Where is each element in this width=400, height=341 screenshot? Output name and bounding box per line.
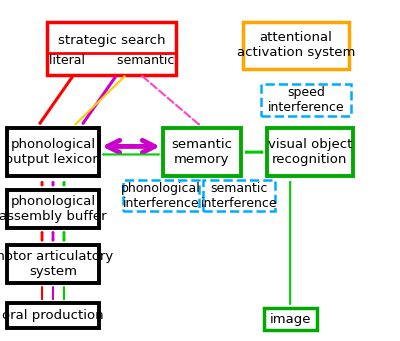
Text: phonological
output lexicon: phonological output lexicon	[5, 138, 101, 166]
FancyArrowPatch shape	[76, 76, 124, 124]
FancyArrowPatch shape	[83, 77, 115, 123]
Text: visual object
recognition: visual object recognition	[268, 138, 352, 166]
FancyBboxPatch shape	[261, 85, 351, 116]
Text: phonological
assembly buffer: phonological assembly buffer	[0, 195, 107, 223]
Text: semantic
memory: semantic memory	[172, 138, 232, 166]
Text: strategic search: strategic search	[58, 34, 166, 47]
Text: semantic
interference: semantic interference	[201, 181, 278, 210]
FancyArrowPatch shape	[142, 76, 199, 124]
FancyBboxPatch shape	[264, 308, 317, 330]
FancyBboxPatch shape	[122, 180, 199, 211]
FancyBboxPatch shape	[7, 128, 99, 176]
FancyBboxPatch shape	[7, 245, 99, 283]
Text: attentional
activation system: attentional activation system	[237, 31, 355, 59]
FancyBboxPatch shape	[243, 22, 349, 69]
Text: image: image	[270, 313, 311, 326]
FancyBboxPatch shape	[7, 303, 99, 328]
Text: oral production: oral production	[2, 309, 104, 322]
Text: motor articulatory
system: motor articulatory system	[0, 250, 114, 278]
Text: phonological
interference: phonological interference	[121, 181, 201, 210]
FancyBboxPatch shape	[267, 128, 353, 176]
FancyArrowPatch shape	[40, 77, 72, 123]
Text: speed
interference: speed interference	[268, 86, 344, 114]
Text: literal        semantic: literal semantic	[49, 54, 174, 67]
FancyBboxPatch shape	[47, 22, 176, 75]
FancyBboxPatch shape	[163, 128, 241, 176]
FancyBboxPatch shape	[203, 180, 276, 211]
FancyBboxPatch shape	[7, 190, 99, 228]
